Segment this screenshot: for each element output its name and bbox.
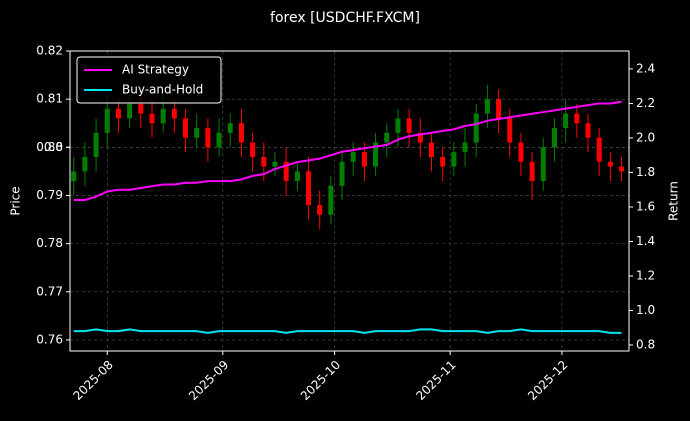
- candle-body: [250, 142, 256, 157]
- legend-box: [76, 56, 222, 104]
- y-tick-label: 0.79: [36, 188, 63, 202]
- candle-body: [227, 123, 233, 133]
- x-tick-label: 2025-11: [413, 358, 458, 403]
- candle-body: [596, 137, 602, 162]
- candle-body: [507, 118, 513, 143]
- y2-tick-label: 2.0: [636, 130, 655, 144]
- candle-body: [93, 132, 99, 157]
- y2-tick-label: 1.6: [636, 199, 655, 213]
- candle-body: [82, 156, 88, 172]
- y-axis-label: Price: [9, 186, 23, 215]
- y-tick-label: 0.81: [36, 92, 63, 106]
- plot-frame: [69, 50, 630, 352]
- y2-tick-label: 1.2: [636, 268, 655, 282]
- candle-body: [473, 113, 479, 143]
- legend-label: Buy-and-Hold: [122, 83, 203, 97]
- y-tick-label: 0.80: [36, 140, 63, 154]
- candle-body: [540, 147, 546, 182]
- candle-body: [406, 118, 412, 133]
- candle-body: [585, 123, 591, 138]
- candle-body: [440, 156, 446, 167]
- candle-body: [563, 113, 569, 129]
- candle-body: [283, 161, 289, 182]
- y2-tick-label: 1.0: [636, 303, 655, 317]
- candle-body: [417, 132, 423, 143]
- candle-body: [317, 205, 323, 215]
- y-tick-label: 0.78: [36, 236, 63, 250]
- candle-body: [451, 152, 457, 167]
- legend-label: AI Strategy: [122, 63, 189, 77]
- candle-body: [138, 103, 144, 114]
- candle-body: [395, 118, 401, 133]
- candle-body: [484, 99, 490, 114]
- candle-body: [496, 99, 502, 119]
- x-tick-label: 2025-09: [186, 358, 231, 403]
- candle-body: [518, 142, 524, 162]
- candle-body: [272, 161, 278, 167]
- candle-body: [115, 108, 121, 119]
- y-tick-label: 0.82: [36, 44, 63, 58]
- candle-body: [428, 142, 434, 157]
- candle-body: [574, 113, 580, 124]
- series-line: [73, 328, 622, 334]
- y-tick-label: 0.8: [44, 140, 63, 154]
- candle-body: [238, 123, 244, 143]
- candle-body: [529, 161, 535, 182]
- candle-body: [261, 156, 267, 167]
- candle-body: [350, 152, 356, 162]
- candle-body: [373, 142, 379, 167]
- candle-body: [551, 128, 557, 148]
- y2-tick-label: 2.4: [636, 61, 655, 75]
- y2-tick-label: 2.2: [636, 96, 655, 110]
- y2-tick-label: 0.8: [636, 337, 655, 351]
- candle-body: [619, 166, 625, 172]
- candle-body: [71, 171, 77, 182]
- x-tick-label: 2025-10: [298, 358, 343, 403]
- candle-body: [127, 103, 133, 119]
- x-tick-label: 2025-08: [71, 358, 116, 403]
- chart-title: forex [USDCHF.FXCM]: [270, 10, 420, 26]
- candle-body: [160, 108, 166, 124]
- candle-body: [339, 161, 345, 186]
- candle-body: [607, 161, 613, 167]
- y2-tick-label: 1.8: [636, 165, 655, 179]
- candle-body: [183, 118, 189, 138]
- candle-body: [171, 108, 177, 119]
- candle-body: [384, 132, 390, 143]
- candle-body: [306, 171, 312, 206]
- x-tick-label: 2025-12: [525, 358, 570, 403]
- candle-body: [216, 132, 222, 148]
- series-line: [73, 100, 622, 202]
- candle-body: [462, 142, 468, 153]
- candle-body: [294, 171, 300, 182]
- y2-tick-label: 1.4: [636, 234, 655, 248]
- y-tick-label: 0.76: [36, 332, 63, 346]
- candle-body: [361, 152, 367, 167]
- candle-body: [104, 108, 110, 133]
- candle-body: [205, 128, 211, 148]
- candle-body: [194, 128, 200, 138]
- y2-axis-label: Return: [667, 181, 681, 221]
- y-tick-label: 0.77: [36, 284, 63, 298]
- candle-body: [149, 113, 155, 124]
- candle-body: [328, 185, 334, 215]
